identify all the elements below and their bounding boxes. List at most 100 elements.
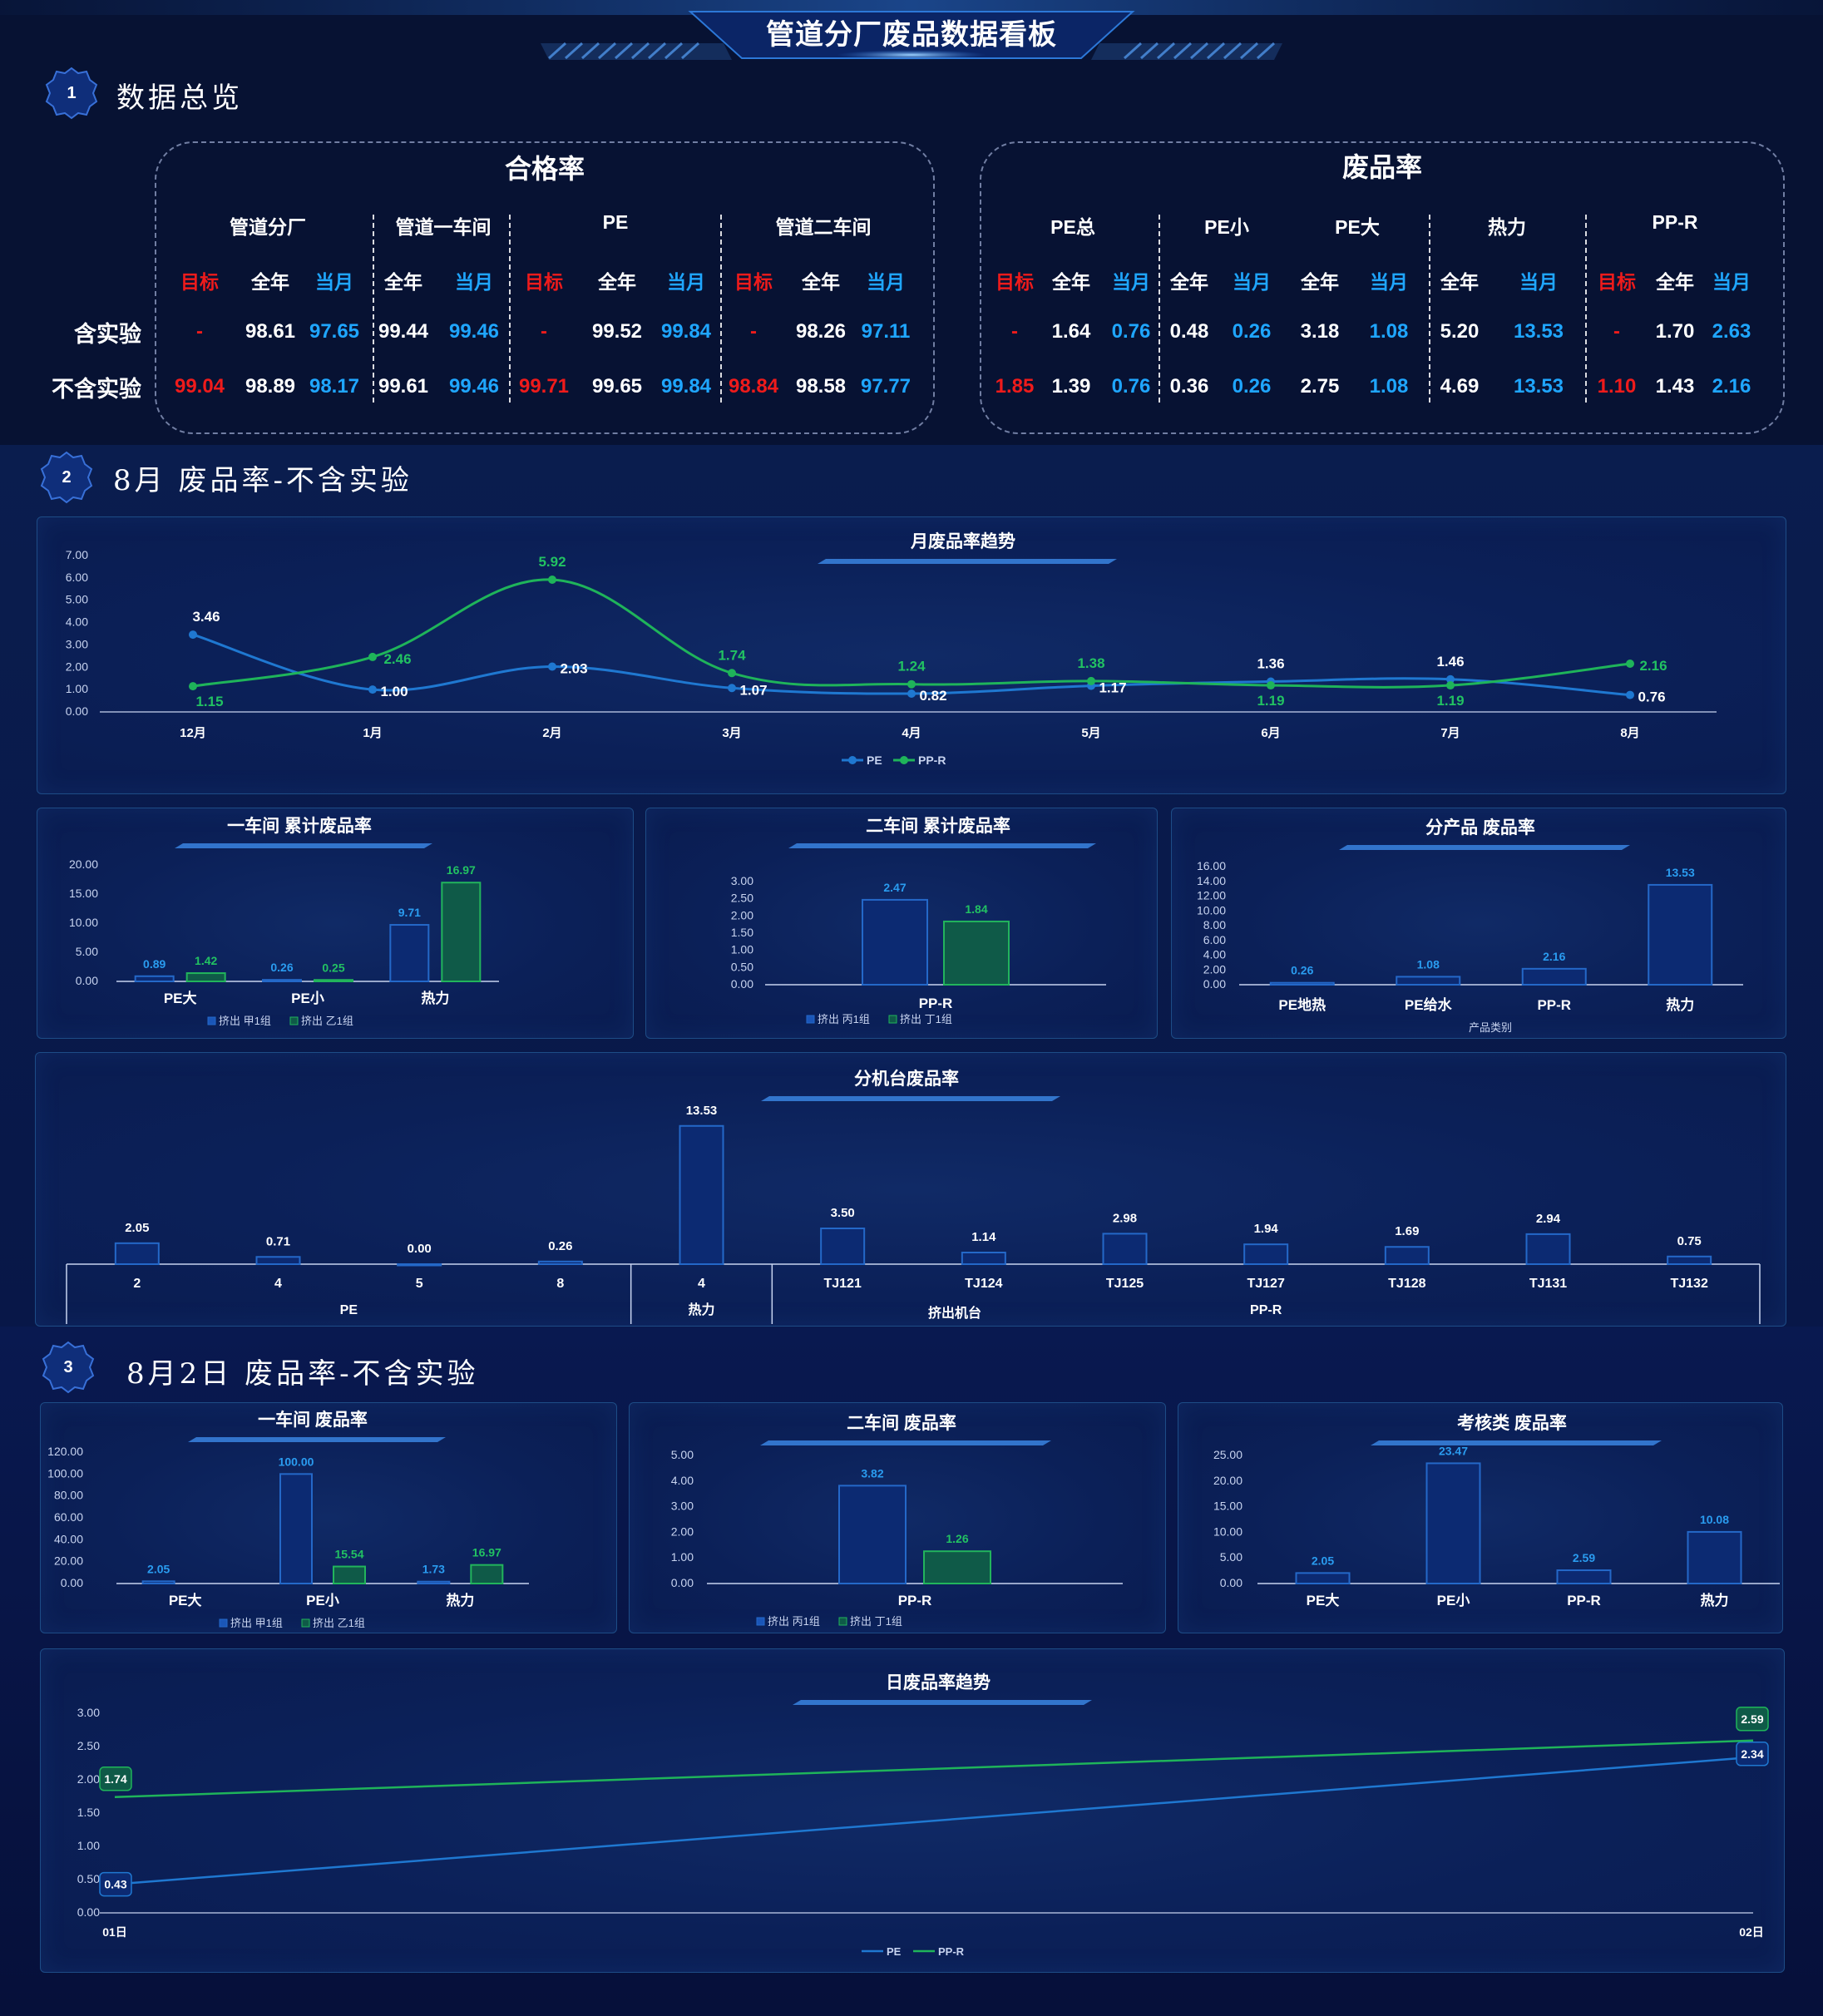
by_product-ytick-6: 12.00 [1197,889,1226,902]
monthly_trend-ytick-7: 7.00 [66,548,88,561]
d_w2-ytick-1: 1.00 [671,1550,694,1564]
pass-sep-2 [720,215,722,403]
daily_trend-cat-0: 01日 [102,1925,127,1939]
monthly_trend-legend-0: PE [867,754,882,767]
d_w1-ytick-6: 120.00 [47,1445,83,1458]
daily_trend-ytick-0: 0.00 [77,1905,100,1919]
pass-cell-0-8: - [750,320,757,343]
w1_cum-bar-1-0 [185,972,226,983]
monthly_trend-point-0-2 [548,662,556,671]
daily_trend-label-box-1-0 [99,1766,132,1791]
pass-cell-0-1: 98.61 [245,320,296,343]
by_product-cat-3: 热力 [1666,996,1694,1013]
daily_trend-ytick-3: 1.50 [77,1806,100,1819]
d_assess-cat-1: PE小 [1437,1593,1470,1608]
d_w1-title: 一车间 废品率 [258,1410,368,1430]
pass-cell-1-4: 99.46 [448,375,500,398]
pass-col-0: 目标 [180,271,219,293]
by_machine-bar-5 [820,1228,866,1265]
monthly_trend-point-1-3 [728,669,736,678]
d_w1-label-1-2: 16.97 [472,1546,501,1559]
w1_cum-legend-swatch-0 [207,1016,216,1025]
w1_cum-cat-1: PE小 [291,991,324,1006]
by_machine-cat-11: TJ132 [1670,1277,1707,1291]
scrap-col-5: 全年 [1301,271,1339,293]
d_w1-ytick-0: 0.00 [61,1576,83,1589]
d_assess-ytick-3: 15.00 [1213,1500,1243,1513]
pass-cell-1-5: 99.71 [518,375,570,398]
by_machine-cat-2: 5 [416,1277,423,1291]
pass-group-0: 管道分厂 [230,216,306,238]
d_w1-legend-0: 挤出 甲1组 [230,1617,283,1629]
d_w1-bar-1-1 [333,1565,366,1584]
scrap-cell-0-9: - [1613,320,1620,343]
pass-cell-0-7: 99.84 [660,320,712,343]
d_w2-bar-0-0 [838,1485,907,1584]
d_w1-cat-2: 热力 [446,1592,474,1608]
pass-cell-0-4: 99.46 [448,320,500,343]
d_w1-bar-0-0 [141,1580,175,1584]
d_assess-cat-2: PP-R [1567,1593,1601,1608]
monthly_trend-label-1-7: 1.19 [1436,693,1464,709]
by_machine-group-2: PP-R [1250,1303,1282,1317]
by_product-ytick-4: 8.00 [1203,918,1226,931]
monthly_trend-label-1-5: 1.38 [1077,655,1104,671]
d_assess-label-0-2: 2.59 [1573,1551,1595,1564]
w2_cum-ytick-4: 2.00 [731,908,753,922]
w1_cum-label-0-1: 0.26 [270,961,293,974]
w1_cum-title: 一车间 累计废品率 [227,816,372,836]
monthly_trend-label-1-8: 2.16 [1639,658,1667,674]
scrap-cell-0-7: 5.20 [1440,320,1480,343]
scrap-cell-1-3: 0.36 [1169,375,1209,398]
monthly_trend-legend-dot-0 [848,756,857,764]
d_w2-legend-1: 挤出 丁1组 [850,1615,902,1628]
by_machine-bar-0 [114,1242,160,1266]
d_assess-label-0-3: 10.08 [1700,1513,1729,1526]
monthly_trend-ytick-6: 6.00 [66,571,88,584]
monthly_trend-label-0-3: 1.07 [739,682,767,698]
daily_trend-label-1-0: 1.74 [104,1772,126,1786]
pass-col-6: 全年 [598,271,636,293]
w2_cum-legend-1: 挤出 丁1组 [900,1013,952,1025]
pass-cell-0-0: - [196,320,203,343]
scrap-cell-0-4: 0.26 [1232,320,1272,343]
by_machine-cat-3: 8 [556,1277,564,1291]
daily_trend-ytick-5: 2.50 [77,1739,100,1752]
scrap-cell-0-2: 0.76 [1111,320,1151,343]
d_w2-legend-swatch-0 [756,1617,765,1626]
by_product-xlabel: 产品类别 [1469,1021,1512,1034]
pass-group-1: 管道一车间 [395,216,492,238]
by_product-cat-2: PP-R [1537,997,1571,1013]
w1_cum-label-0-2: 9.71 [398,906,421,919]
monthly_trend-point-0-7 [1446,674,1455,684]
w2_cum-ytick-2: 1.00 [731,943,753,956]
monthly_trend-label-0-7: 1.46 [1436,654,1464,670]
by_machine-cat-8: TJ127 [1247,1277,1284,1291]
d_assess-bar-0-3 [1687,1530,1742,1585]
monthly_trend-label-0-0: 3.46 [192,609,220,625]
by_product-label-0-0: 0.26 [1291,964,1313,977]
by_machine-label-0: 2.05 [125,1221,149,1235]
by_machine-title: 分机台废品率 [854,1069,959,1089]
d_assess-title-bar [1371,1440,1662,1445]
w1_cum-bar-0-1 [262,979,302,983]
by_machine-bar-3 [537,1260,583,1265]
scrap-col-6: 当月 [1370,271,1408,293]
monthly_trend-line-1 [192,578,1631,689]
by_machine-bar-10 [1525,1233,1571,1266]
by_machine-title-bar [761,1096,1060,1101]
d_w1-bar-0-1 [279,1473,313,1585]
by_product-bar-0-2 [1521,967,1587,986]
monthly_trend-title: 月废品率趋势 [910,531,1015,551]
d_w1-ytick-1: 20.00 [54,1554,83,1568]
by_machine-label-7: 2.98 [1113,1211,1137,1225]
by_product-label-0-1: 1.08 [1417,957,1440,971]
d_assess-bar-0-0 [1295,1572,1351,1584]
pass-cell-0-5: - [541,320,547,343]
by_product-title-bar [1339,845,1630,850]
d_w1-legend-swatch-1 [301,1618,310,1628]
d_w1-cat-0: PE大 [169,1592,202,1608]
monthly_trend-ytick-0: 0.00 [66,704,88,718]
scrap-cell-1-9: 1.10 [1597,375,1637,398]
